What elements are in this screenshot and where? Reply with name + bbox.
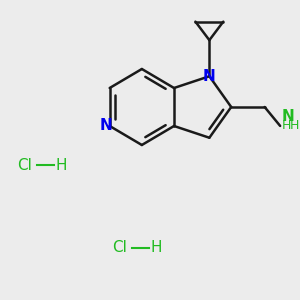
Text: N: N [203,69,216,84]
Text: N: N [282,109,295,124]
Text: Cl: Cl [18,158,32,172]
Text: H: H [56,158,67,172]
Text: H: H [290,119,299,132]
Text: N: N [99,118,112,134]
Text: H: H [151,241,162,256]
Text: H: H [282,119,292,132]
Text: Cl: Cl [112,241,127,256]
